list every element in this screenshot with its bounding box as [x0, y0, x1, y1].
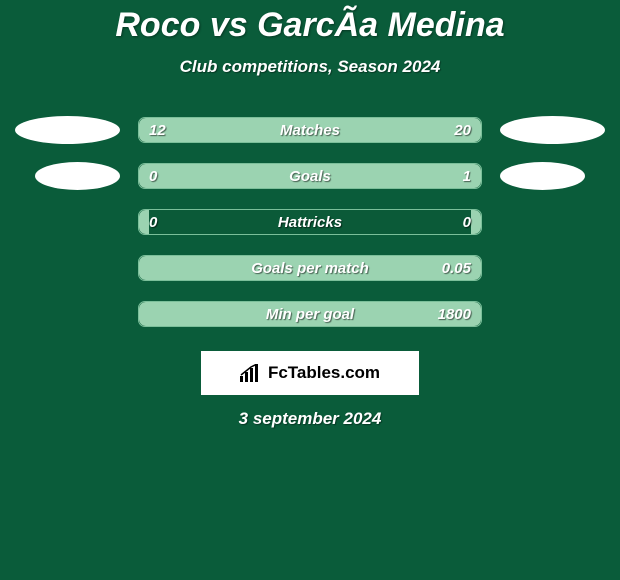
stat-row: Min per goal1800 [0, 291, 620, 337]
stats-container: 12Matches200Goals10Hattricks0Goals per m… [0, 107, 620, 337]
page-title: Roco vs GarcÃ­a Medina [0, 0, 620, 45]
stat-bar: 12Matches20 [138, 117, 482, 143]
metric-label: Goals [139, 164, 481, 188]
stat-row: 12Matches20 [0, 107, 620, 153]
stat-row: Goals per match0.05 [0, 245, 620, 291]
flag-right [500, 116, 605, 144]
logo-text: FcTables.com [268, 363, 380, 383]
metric-label: Min per goal [139, 302, 481, 326]
value-right: 1800 [438, 302, 471, 326]
stat-row: 0Hattricks0 [0, 199, 620, 245]
metric-label: Goals per match [139, 256, 481, 280]
logo-chart-icon [240, 364, 262, 382]
date-label: 3 september 2024 [0, 409, 620, 429]
value-right: 1 [463, 164, 471, 188]
metric-label: Hattricks [139, 210, 481, 234]
value-right: 0 [463, 210, 471, 234]
stat-row: 0Goals1 [0, 153, 620, 199]
stat-bar: 0Hattricks0 [138, 209, 482, 235]
stat-bar: Min per goal1800 [138, 301, 482, 327]
subtitle: Club competitions, Season 2024 [0, 57, 620, 77]
logo-box[interactable]: FcTables.com [201, 351, 419, 395]
flag-right [500, 162, 585, 190]
value-right: 20 [454, 118, 471, 142]
stat-bar: 0Goals1 [138, 163, 482, 189]
stat-bar: Goals per match0.05 [138, 255, 482, 281]
flag-left [35, 162, 120, 190]
value-right: 0.05 [442, 256, 471, 280]
metric-label: Matches [139, 118, 481, 142]
flag-left [15, 116, 120, 144]
